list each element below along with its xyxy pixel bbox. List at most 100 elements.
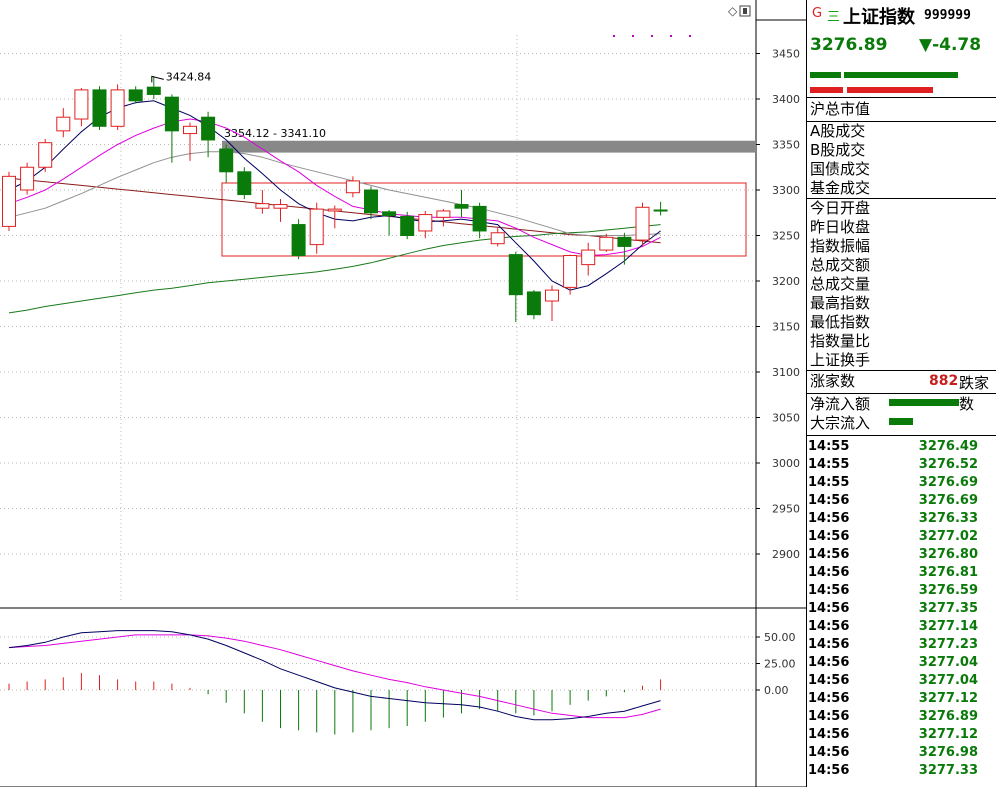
- candle-body: [255, 203, 270, 209]
- candle: [74, 88, 89, 127]
- candle: [201, 111, 216, 158]
- candle-body: [237, 171, 252, 196]
- candle-body: [291, 224, 306, 257]
- tick-price: 3276.80: [918, 547, 978, 562]
- sell-bar-red-1: [810, 87, 843, 93]
- tick-price: 3276.49: [918, 439, 978, 454]
- tick-row: 14:56 3276.89: [807, 708, 996, 726]
- tick-time: 14:56: [808, 655, 850, 670]
- candle-body: [219, 148, 234, 173]
- tick-price: 3276.59: [918, 583, 978, 598]
- kline-chart[interactable]: ◇ 3450 3400 3350 3300 3250 3200 3150 3100 3050 300…: [0, 0, 806, 788]
- tick-row: 14:56 3276.33: [807, 510, 996, 528]
- tick-row: 14:56 3277.23: [807, 636, 996, 654]
- tick-row: 14:56 3276.69: [807, 492, 996, 510]
- g-icon[interactable]: G: [812, 6, 823, 21]
- candle: [128, 86, 143, 104]
- label-high: 最高指数: [810, 294, 871, 312]
- candle: [635, 202, 650, 247]
- tick-time: 14:56: [808, 763, 850, 778]
- candle-body: [599, 236, 614, 251]
- tick-time: 14:55: [808, 439, 850, 454]
- ma10-line: [8, 118, 661, 257]
- macd-tick-label: 50.00: [764, 631, 796, 644]
- tick-price: 3276.33: [918, 511, 978, 526]
- tick-row: 14:56 3277.04: [807, 672, 996, 690]
- candle-body: [201, 116, 216, 141]
- label-total-amount: 总成交额: [810, 256, 871, 274]
- candle: [20, 162, 35, 195]
- label-b-share: B股成交: [810, 141, 866, 159]
- candle-body: [110, 89, 125, 127]
- candle-body: [38, 142, 53, 168]
- fund-flow-section: 净流入额 大宗流入: [807, 393, 996, 433]
- tick-price: 3277.23: [918, 637, 978, 652]
- candle: [400, 211, 415, 240]
- label-decliners: 跌家数: [959, 374, 990, 413]
- menu-icon[interactable]: 三: [827, 10, 841, 25]
- tick-time: 14:56: [808, 565, 850, 580]
- candle: [110, 84, 125, 130]
- candle: [255, 190, 270, 214]
- candle: [382, 210, 397, 236]
- candle: [581, 242, 596, 276]
- candle-body: [563, 255, 578, 288]
- tick-row: 14:56 3277.12: [807, 690, 996, 708]
- candle-body: [617, 236, 632, 247]
- candle: [38, 139, 53, 172]
- candle-body: [653, 209, 668, 212]
- tick-row: 14:56 3277.02: [807, 528, 996, 546]
- candle-body: [164, 96, 179, 132]
- tick-time: 14:56: [808, 511, 850, 526]
- tick-time: 14:56: [808, 547, 850, 562]
- tick-price: 3276.52: [918, 457, 978, 472]
- tick-time: 14:56: [808, 709, 850, 724]
- advancers-count: 882: [929, 373, 959, 389]
- candle-body: [436, 210, 451, 218]
- marker-dot: [632, 35, 634, 37]
- candle-body: [635, 206, 650, 241]
- tick-time: 14:56: [808, 583, 850, 598]
- tick-price: 3276.98: [918, 745, 978, 760]
- tick-price: 3277.35: [918, 601, 978, 616]
- label-low: 最低指数: [810, 313, 871, 331]
- price-tick-label: 3150: [772, 321, 800, 334]
- label-block-inflow: 大宗流入: [810, 414, 871, 432]
- tick-row: 14:56 3277.35: [807, 600, 996, 618]
- candle-body: [20, 166, 35, 191]
- candle: [436, 209, 451, 227]
- candle-body: [273, 204, 288, 209]
- candle-body: [74, 89, 89, 120]
- tick-price: 3276.81: [918, 565, 978, 580]
- candle: [291, 219, 306, 260]
- tick-row: 14:55 3276.52: [807, 456, 996, 474]
- block-inflow-bar: [889, 418, 913, 425]
- tick-time: 14:56: [808, 601, 850, 616]
- candle: [56, 108, 71, 138]
- candle-body: [364, 189, 378, 214]
- candle-body: [2, 175, 16, 227]
- tick-row: 14:56 3276.59: [807, 582, 996, 600]
- marker-dot: [613, 35, 615, 37]
- diamond-icon[interactable]: ◇: [728, 4, 738, 18]
- candle-body: [454, 204, 469, 209]
- candle-body: [56, 116, 71, 132]
- tick-price: 3277.04: [918, 655, 978, 670]
- tick-time: 14:56: [808, 493, 850, 508]
- label-bond: 国债成交: [810, 160, 871, 178]
- candle: [364, 186, 378, 220]
- tick-row: 14:55 3276.49: [807, 438, 996, 456]
- tick-time: 14:56: [808, 691, 850, 706]
- kline-chart-area[interactable]: ◇ 3450 3400 3350 3300 3250 3200 3150 3100 3050 300…: [0, 0, 806, 788]
- tick-list[interactable]: 14:55 3276.49 14:55 3276.52 14:55 3276.69 14:5…: [807, 435, 996, 780]
- label-amplitude: 指数振幅: [810, 237, 871, 255]
- high-label: 3424.84: [166, 70, 212, 83]
- candle: [237, 167, 252, 200]
- price-tick-label: 3200: [772, 275, 800, 288]
- buy-bar-green-1: [810, 72, 841, 78]
- candle-body: [508, 254, 523, 296]
- market-cap-section: 沪总市值: [807, 97, 996, 119]
- label-total-volume: 总成交量: [810, 275, 871, 293]
- marker-dot: [689, 35, 691, 37]
- tick-time: 14:55: [808, 457, 850, 472]
